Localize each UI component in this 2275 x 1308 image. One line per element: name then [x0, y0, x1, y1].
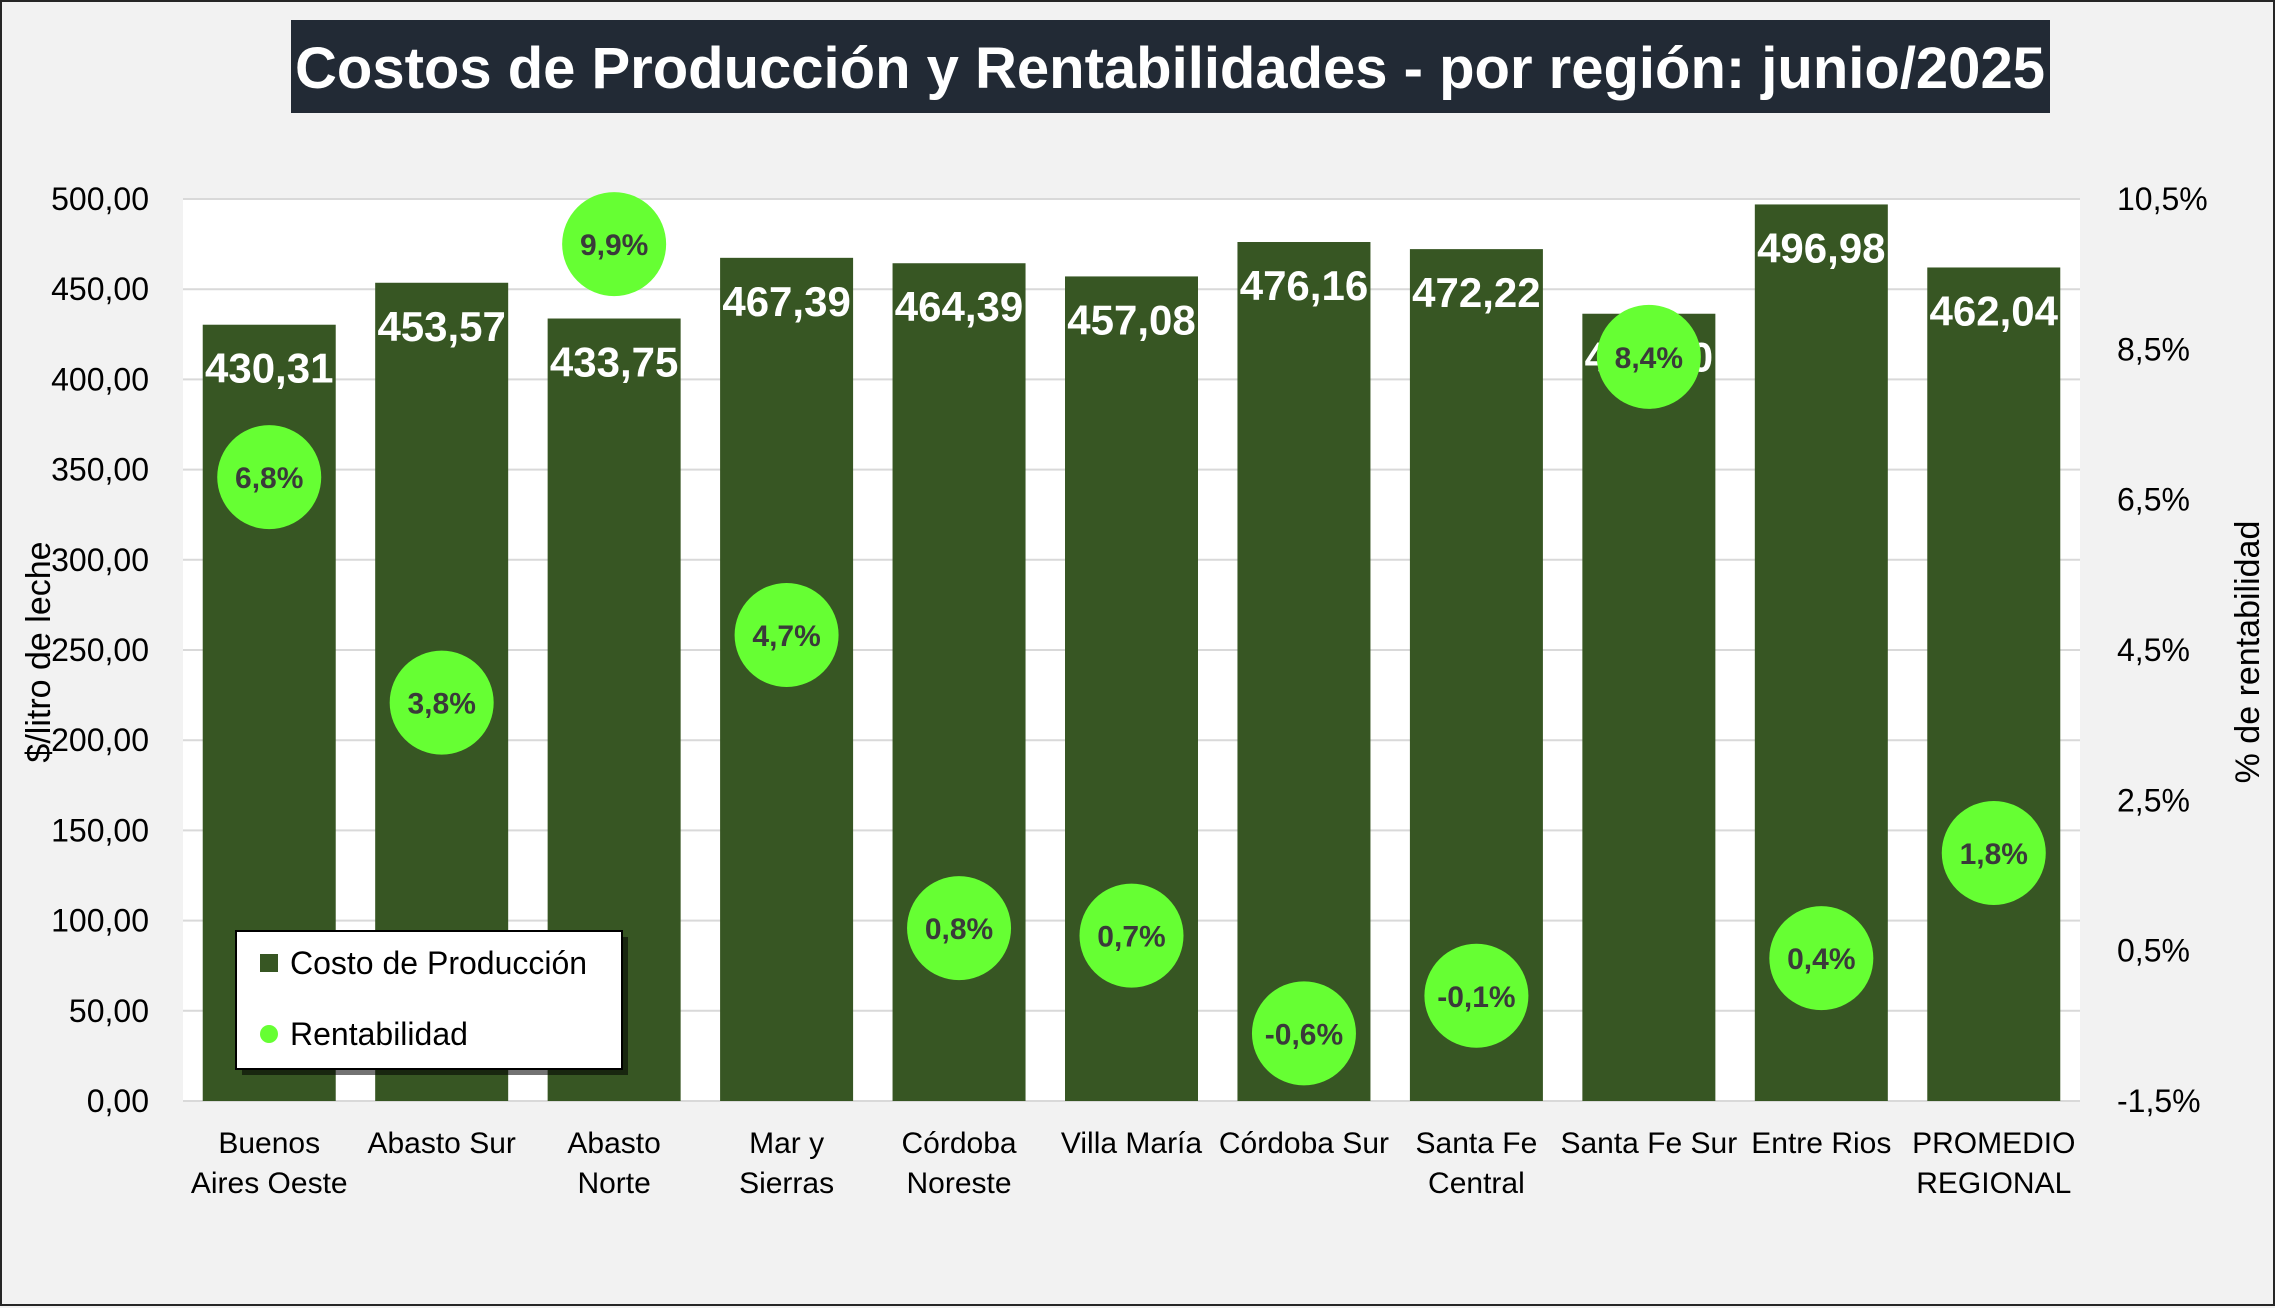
y-tick-label: 500,00 — [51, 181, 149, 217]
y2-tick-label: 6,5% — [2117, 482, 2190, 518]
cost-bar-label: 472,22 — [1412, 269, 1540, 316]
y-tick-label: 350,00 — [51, 452, 149, 488]
legend-box — [235, 930, 623, 1070]
x-category-label: Santa Fe — [1416, 1127, 1538, 1160]
cost-bar-label: 496,98 — [1757, 224, 1885, 271]
rentabilidad-dot-label: 1,8% — [1960, 838, 2028, 871]
cost-bar-label: 457,08 — [1067, 296, 1195, 343]
legend-bar-swatch — [260, 954, 278, 972]
rentabilidad-dot — [389, 650, 494, 755]
rentabilidad-dot-label: -0,6% — [1265, 1018, 1343, 1051]
y-axis-ticks: 0,00 50,00 100,00 150,00 200,00 250,00 300,00 3… — [51, 181, 149, 1119]
x-category-label: Entre Rios — [1751, 1127, 1891, 1160]
cost-bar-label: 433,75 — [550, 339, 678, 386]
chart-title-box — [291, 20, 2050, 113]
y-tick-label: 450,00 — [51, 271, 149, 307]
y-tick-label: 250,00 — [51, 632, 149, 668]
x-category-label: Villa María — [1061, 1127, 1202, 1160]
rentabilidad-dot — [1941, 800, 2046, 905]
rentabilidad-dot-label: 0,8% — [925, 913, 993, 946]
y2-tick-label: -1,5% — [2117, 1083, 2201, 1119]
x-category-label: Norte — [577, 1167, 650, 1200]
x-category-label: Aires Oeste — [191, 1167, 348, 1200]
x-category-label: REGIONAL — [1916, 1167, 2071, 1200]
x-category-label: Sierras — [739, 1167, 834, 1200]
rentabilidad-dot — [1424, 943, 1529, 1048]
x-category-label: Abasto Sur — [367, 1127, 515, 1160]
y-tick-label: 50,00 — [69, 993, 149, 1029]
y-tick-label: 400,00 — [51, 361, 149, 397]
cost-bar-label: 464,39 — [895, 283, 1023, 330]
y-tick-label: 200,00 — [51, 722, 149, 758]
dots-group: 6,8% 3,8% 9,9% 4,7% 0,8% 0,7% -0,6% -0,1% 8,4% 0,… — [217, 192, 2046, 1086]
legend-dot-swatch — [260, 1025, 278, 1043]
y2-axis-ticks: -1,5% 0,5% 2,5% 4,5% 6,5% 8,5% 10,5% — [2117, 181, 2208, 1119]
cost-bar-label: 453,57 — [377, 303, 505, 350]
legend: Costo de Producción Rentabilidad — [235, 930, 628, 1075]
rentabilidad-dot — [1769, 906, 1874, 1011]
y2-axis-title: % de rentabilidad — [2229, 521, 2267, 784]
y2-tick-label: 2,5% — [2117, 782, 2190, 818]
rentabilidad-dot — [1251, 981, 1356, 1086]
cost-bar-label: 462,04 — [1930, 287, 2059, 334]
y2-tick-label: 8,5% — [2117, 331, 2190, 367]
x-category-label: Mar y — [749, 1127, 824, 1160]
y-axis-title: $/litro de leche — [20, 541, 58, 762]
rentabilidad-dot-label: 3,8% — [407, 688, 475, 721]
rentabilidad-dot-label: 4,7% — [752, 620, 820, 653]
x-category-label: PROMEDIO — [1912, 1127, 2075, 1160]
rentabilidad-dot — [907, 876, 1012, 981]
rentabilidad-dot — [562, 192, 667, 297]
x-category-label: Buenos — [218, 1127, 320, 1160]
y-tick-label: 150,00 — [51, 812, 149, 848]
rentabilidad-dot-label: 6,8% — [235, 462, 303, 495]
rentabilidad-dot-label: -0,1% — [1437, 981, 1515, 1014]
rentabilidad-dot — [734, 582, 839, 687]
legend-label-cost: Costo de Producción — [290, 945, 587, 981]
x-category-label: Córdoba — [902, 1127, 1017, 1160]
rentabilidad-dot-label: 0,7% — [1097, 921, 1165, 954]
cost-bar-label: 476,16 — [1240, 262, 1368, 309]
y2-tick-label: 4,5% — [2117, 632, 2190, 668]
x-category-label: Noreste — [907, 1167, 1012, 1200]
x-axis-categories: Buenos Aires Oeste Abasto Sur Abasto Norte Ma… — [191, 1127, 2076, 1200]
x-category-label: Santa Fe Sur — [1560, 1127, 1737, 1160]
cost-bar — [1582, 313, 1716, 1102]
x-category-label: Central — [1428, 1167, 1525, 1200]
x-category-label: Córdoba Sur — [1219, 1127, 1389, 1160]
y-tick-label: 100,00 — [51, 903, 149, 939]
x-category-label: Abasto — [567, 1127, 660, 1160]
cost-bar — [1237, 242, 1371, 1102]
cost-bar — [1927, 267, 2061, 1101]
rentabilidad-dot-label: 0,4% — [1787, 943, 1855, 976]
rentabilidad-dot — [1596, 304, 1701, 409]
legend-label-rent: Rentabilidad — [290, 1016, 468, 1052]
rentabilidad-dot — [217, 425, 322, 530]
cost-bar-label: 467,39 — [722, 278, 850, 325]
rentabilidad-dot — [1079, 883, 1184, 988]
cost-bar-label: 430,31 — [205, 345, 333, 392]
y-tick-label: 0,00 — [87, 1083, 149, 1119]
chart-title: Costos de Producción y Rentabilidades - … — [295, 36, 2045, 101]
rentabilidad-dot-label: 9,9% — [580, 229, 648, 262]
rentabilidad-dot-label: 8,4% — [1615, 342, 1683, 375]
y2-tick-label: 10,5% — [2117, 181, 2208, 217]
y2-tick-label: 0,5% — [2117, 933, 2190, 969]
y-tick-label: 300,00 — [51, 542, 149, 578]
